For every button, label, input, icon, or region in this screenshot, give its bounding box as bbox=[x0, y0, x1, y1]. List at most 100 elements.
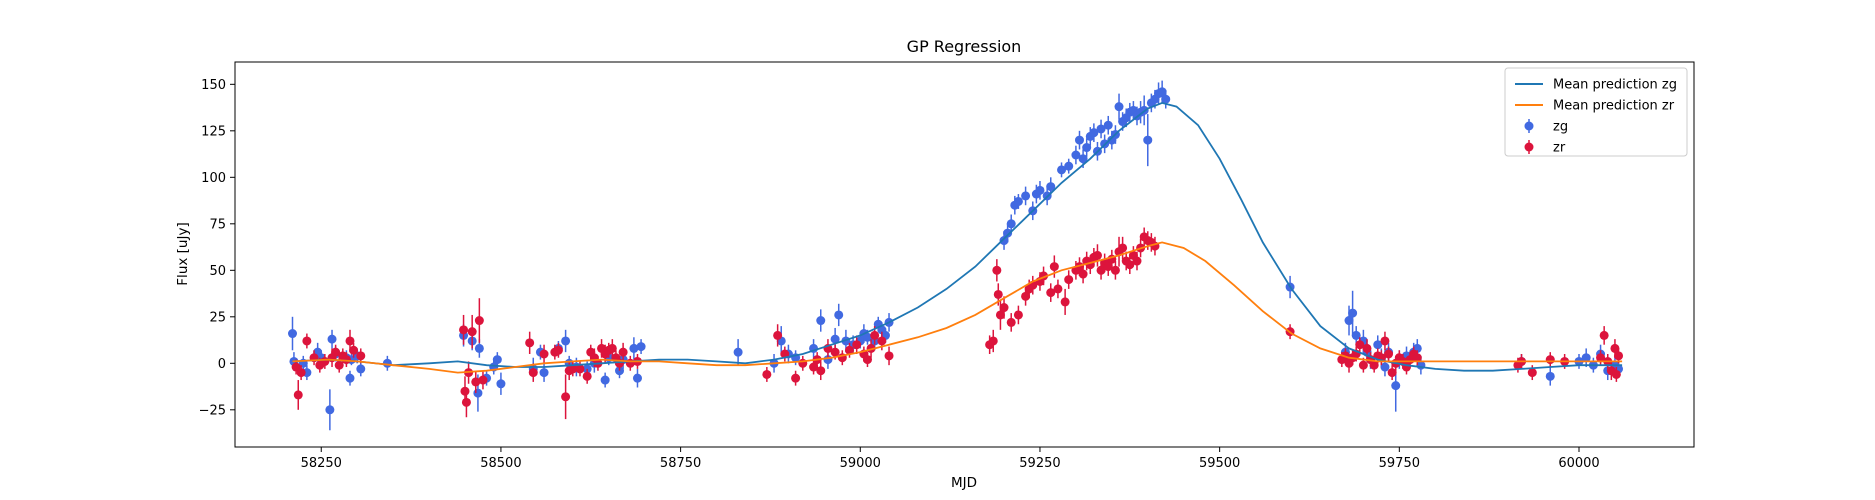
data-point-zr bbox=[1125, 260, 1135, 270]
data-point-zr bbox=[618, 347, 628, 357]
data-point-zg bbox=[636, 342, 646, 352]
data-point-zr bbox=[356, 351, 366, 361]
data-point-zg bbox=[325, 405, 335, 415]
data-point-zr bbox=[999, 303, 1009, 313]
x-tick-label: 58500 bbox=[480, 456, 521, 471]
data-point-zg bbox=[999, 236, 1009, 246]
legend-label: Mean prediction zr bbox=[1553, 99, 1675, 114]
legend-label: zg bbox=[1553, 120, 1568, 135]
data-point-zg bbox=[1103, 120, 1113, 130]
y-axis: −25 0 25 50 75 100 125 150 bbox=[199, 78, 235, 418]
legend-box bbox=[1504, 67, 1688, 157]
data-point-zg bbox=[1064, 161, 1074, 171]
data-point-zr bbox=[461, 397, 471, 407]
data-point-zg bbox=[1581, 353, 1591, 363]
x-axis: 58250 58500 58750 59000 59250 59500 59750 60000 bbox=[301, 447, 1600, 471]
x-tick-label: 58250 bbox=[301, 456, 342, 471]
data-point-zr bbox=[471, 377, 481, 387]
data-point-zg bbox=[1114, 102, 1124, 112]
data-point-zg bbox=[1161, 94, 1171, 104]
data-point-zr bbox=[459, 325, 469, 335]
data-point-zg bbox=[1057, 165, 1067, 175]
y-tick-label: 150 bbox=[201, 78, 226, 93]
data-point-zg bbox=[862, 332, 872, 342]
data-point-zr bbox=[1610, 343, 1620, 353]
data-point-zr bbox=[474, 316, 484, 326]
data-point-zr bbox=[1362, 343, 1372, 353]
y-tick-label: 75 bbox=[209, 217, 226, 232]
legend-marker-swatch bbox=[1524, 142, 1534, 152]
data-point-zg bbox=[600, 375, 610, 385]
data-point-zr bbox=[1110, 265, 1120, 275]
data-point-zr bbox=[467, 327, 477, 337]
data-point-zg bbox=[733, 347, 743, 357]
data-point-zr bbox=[816, 366, 826, 376]
data-point-zr bbox=[1369, 360, 1379, 370]
data-point-zg bbox=[561, 336, 571, 346]
data-point-zr bbox=[1092, 250, 1102, 260]
x-tick-label: 60000 bbox=[1558, 456, 1599, 471]
x-tick-label: 59500 bbox=[1199, 456, 1240, 471]
data-point-zg bbox=[1348, 308, 1358, 318]
data-point-zr bbox=[877, 336, 887, 346]
data-point-zg bbox=[1035, 185, 1045, 195]
data-point-zr bbox=[884, 351, 894, 361]
data-point-zr bbox=[460, 386, 470, 396]
data-point-zr bbox=[1527, 368, 1537, 378]
y-tick-label: 0 bbox=[218, 357, 226, 372]
y-axis-label: Flux [uJy] bbox=[175, 222, 191, 285]
data-point-zg bbox=[1143, 135, 1153, 145]
data-point-zg bbox=[345, 373, 355, 383]
data-point-zr bbox=[762, 369, 772, 379]
data-point-zr bbox=[293, 390, 303, 400]
data-point-zr bbox=[1096, 265, 1106, 275]
data-point-zr bbox=[331, 347, 341, 357]
data-point-zg bbox=[1096, 124, 1106, 134]
series-zg bbox=[287, 80, 1624, 431]
data-point-zr bbox=[1060, 297, 1070, 307]
data-point-zg bbox=[834, 310, 844, 320]
data-point-zg bbox=[1021, 191, 1031, 201]
data-point-zg bbox=[1391, 381, 1401, 391]
data-point-zg bbox=[287, 329, 297, 339]
data-point-zg bbox=[830, 334, 840, 344]
data-point-zr bbox=[1053, 284, 1063, 294]
data-point-zg bbox=[356, 364, 366, 374]
data-point-zg bbox=[1013, 196, 1023, 206]
data-point-zg bbox=[1074, 135, 1084, 145]
legend-label: Mean prediction zg bbox=[1553, 78, 1677, 93]
data-point-zr bbox=[1355, 340, 1365, 350]
data-point-zr bbox=[582, 371, 592, 381]
data-point-zr bbox=[1078, 269, 1088, 279]
mean-prediction-line-zg bbox=[292, 101, 1623, 372]
data-point-zg bbox=[492, 355, 502, 365]
data-point-zg bbox=[473, 388, 483, 398]
data-point-zr bbox=[1021, 291, 1031, 301]
mean-prediction-line-zr bbox=[292, 241, 1623, 374]
data-point-zr bbox=[1118, 243, 1128, 253]
data-point-zg bbox=[327, 334, 337, 344]
data-point-zr bbox=[1545, 355, 1555, 365]
data-point-zr bbox=[568, 364, 578, 374]
data-point-zr bbox=[995, 310, 1005, 320]
data-point-zr bbox=[525, 338, 535, 348]
data-point-zr bbox=[528, 368, 538, 378]
x-tick-label: 59000 bbox=[840, 456, 881, 471]
y-tick-label: 25 bbox=[209, 310, 226, 325]
y-tick-label: 125 bbox=[201, 124, 226, 139]
data-point-zr bbox=[773, 330, 783, 340]
data-point-zr bbox=[1384, 349, 1394, 359]
x-tick-label: 59750 bbox=[1379, 456, 1420, 471]
series-zr bbox=[291, 227, 1624, 420]
data-point-zg bbox=[629, 343, 639, 353]
data-point-zg bbox=[496, 379, 506, 389]
data-point-zr bbox=[845, 345, 855, 355]
data-point-zg bbox=[816, 316, 826, 326]
data-point-zr bbox=[1380, 336, 1390, 346]
data-point-zr bbox=[1103, 262, 1113, 272]
data-point-zr bbox=[334, 360, 344, 370]
data-point-zr bbox=[809, 362, 819, 372]
y-tick-label: −25 bbox=[199, 403, 226, 418]
data-point-zr bbox=[862, 355, 872, 365]
plot-area bbox=[287, 80, 1624, 431]
